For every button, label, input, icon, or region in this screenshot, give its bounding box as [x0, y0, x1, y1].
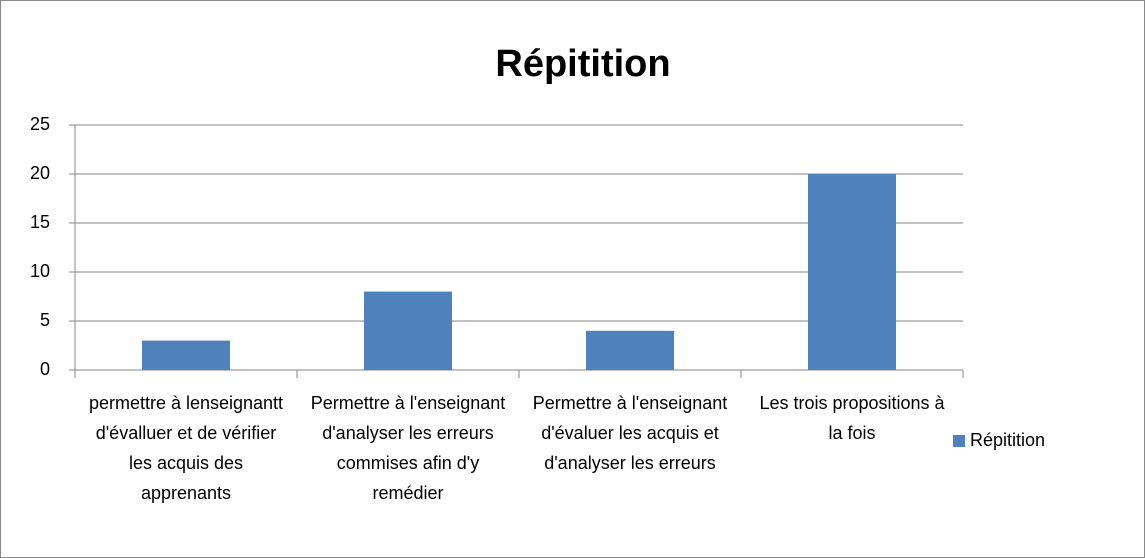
bar	[808, 174, 896, 370]
chart-title: Répitition	[495, 43, 670, 85]
y-tick-label: 20	[30, 163, 50, 183]
y-tick-label: 10	[30, 261, 50, 281]
y-tick-label: 25	[30, 114, 50, 134]
x-tick-label-box: Permettre à l'enseignant d'analyser les …	[310, 393, 506, 503]
x-tick-label-box: Les trois propositions à la fois	[759, 393, 945, 443]
x-tick-label: permettre à lenseignantt d'évalluer et d…	[88, 393, 284, 503]
bar	[586, 330, 674, 370]
y-tick-label: 0	[40, 359, 50, 379]
legend-swatch	[953, 435, 965, 447]
bar	[364, 291, 452, 370]
x-tick-label: Les trois propositions à la fois	[759, 393, 945, 443]
y-tick-label: 15	[30, 212, 50, 232]
bar	[142, 340, 230, 370]
x-tick-label-box: permettre à lenseignantt d'évalluer et d…	[88, 393, 284, 503]
legend-label: Répitition	[970, 430, 1045, 450]
y-tick-label: 5	[40, 310, 50, 330]
x-tick-label: Permettre à l'enseignant d'évaluer les a…	[532, 393, 728, 473]
x-tick-label-box: Permettre à l'enseignant d'évaluer les a…	[532, 393, 728, 473]
x-tick-label: Permettre à l'enseignant d'analyser les …	[310, 393, 506, 503]
